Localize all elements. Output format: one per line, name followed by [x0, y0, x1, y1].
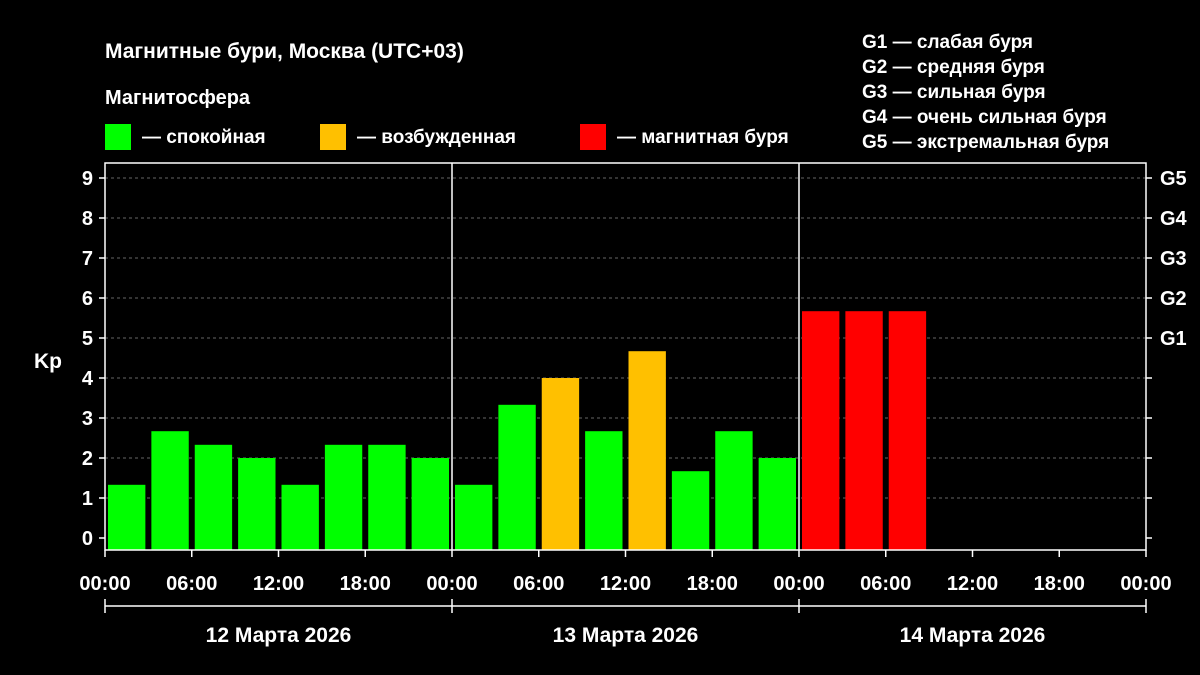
g-scale-legend: G1 — слабая буря G2 — средняя буря G3 — …: [862, 32, 1109, 153]
kp-bar: [802, 311, 840, 550]
kp-bar: [324, 444, 363, 550]
kp-bar: [368, 444, 406, 550]
y-tick-label: 4: [82, 368, 94, 390]
y-ticks: 0 1 2 3 4 5 6 7 8 9: [82, 168, 105, 550]
day-labels: 12 Марта 2026 13 Марта 2026 14 Марта 2026: [104, 599, 1147, 647]
x-tick-label: 00:00: [773, 573, 824, 595]
kp-bar: [628, 351, 666, 550]
x-tick-label: 18:00: [687, 573, 738, 595]
g-ticks: G1 G2 G3 G4 G5: [1146, 168, 1188, 539]
x-tick-label: 06:00: [513, 573, 564, 595]
kp-bar: [671, 471, 710, 550]
x-tick-label: 00:00: [79, 573, 130, 595]
kp-bar: [715, 431, 753, 550]
gridlines: [105, 177, 1146, 499]
kp-bar: [238, 458, 276, 550]
kp-bar: [455, 484, 493, 550]
day-label: 12 Марта 2026: [206, 624, 352, 647]
y-tick-label: 0: [82, 528, 93, 550]
kp-bar: [888, 311, 927, 550]
kp-bar: [845, 311, 883, 550]
bars: [108, 311, 927, 550]
day-label: 14 Марта 2026: [900, 624, 1046, 647]
x-tick-label: 12:00: [253, 573, 304, 595]
y-axis-label: Kp: [34, 350, 62, 373]
g-tick-label: G3: [1160, 248, 1187, 270]
legend-label-storm: — магнитная буря: [617, 127, 789, 148]
x-tick-label: 00:00: [1120, 573, 1171, 595]
day-label: 13 Марта 2026: [553, 624, 699, 647]
legend-label-excited: — возбужденная: [357, 127, 516, 148]
g-tick-label: G2: [1160, 288, 1187, 310]
legend-swatch-quiet: [105, 124, 131, 150]
g-legend-item: G3 — сильная буря: [862, 82, 1046, 103]
y-tick-label: 8: [82, 208, 93, 230]
g-tick-label: G4: [1160, 208, 1188, 230]
x-tick-label: 18:00: [1034, 573, 1085, 595]
g-legend-item: G5 — экстремальная буря: [862, 132, 1109, 153]
y-tick-label: 3: [82, 408, 93, 430]
y-tick-label: 5: [82, 328, 93, 350]
g-tick-label: G5: [1160, 168, 1187, 190]
y-tick-label: 6: [82, 288, 93, 310]
legend-label-quiet: — спокойная: [142, 127, 266, 148]
x-tick-label: 06:00: [860, 573, 911, 595]
kp-bar: [498, 404, 536, 550]
kp-bar: [541, 378, 580, 550]
x-ticks: 00:00 06:00 12:00 18:00 00:00 06:00 12:00 18:00…: [79, 550, 1172, 595]
g-legend-item: G4 — очень сильная буря: [862, 107, 1107, 128]
legend: — спокойная — возбужденная — магнитная б…: [105, 124, 789, 150]
y-tick-label: 9: [82, 168, 93, 190]
g-legend-item: G1 — слабая буря: [862, 32, 1033, 53]
legend-swatch-storm: [580, 124, 606, 150]
y-tick-label: 7: [82, 248, 93, 270]
kp-bar: [758, 458, 796, 550]
x-tick-label: 18:00: [340, 573, 391, 595]
g-tick-label: G1: [1160, 328, 1187, 350]
x-tick-label: 00:00: [426, 573, 477, 595]
kp-bar: [585, 431, 623, 550]
y-tick-label: 1: [82, 488, 93, 510]
y-tick-label: 2: [82, 448, 93, 470]
chart-title: Магнитные бури, Москва (UTC+03): [105, 40, 464, 63]
x-tick-label: 12:00: [947, 573, 998, 595]
x-tick-label: 06:00: [166, 573, 217, 595]
x-tick-label: 12:00: [600, 573, 651, 595]
kp-bar: [411, 458, 449, 550]
legend-swatch-excited: [320, 124, 346, 150]
kp-bar: [281, 484, 319, 550]
legend-title: Магнитосфера: [105, 87, 251, 109]
kp-bar: [194, 444, 233, 550]
kp-bar: [108, 484, 146, 550]
g-legend-item: G2 — средняя буря: [862, 57, 1045, 78]
kp-bar: [151, 431, 189, 550]
